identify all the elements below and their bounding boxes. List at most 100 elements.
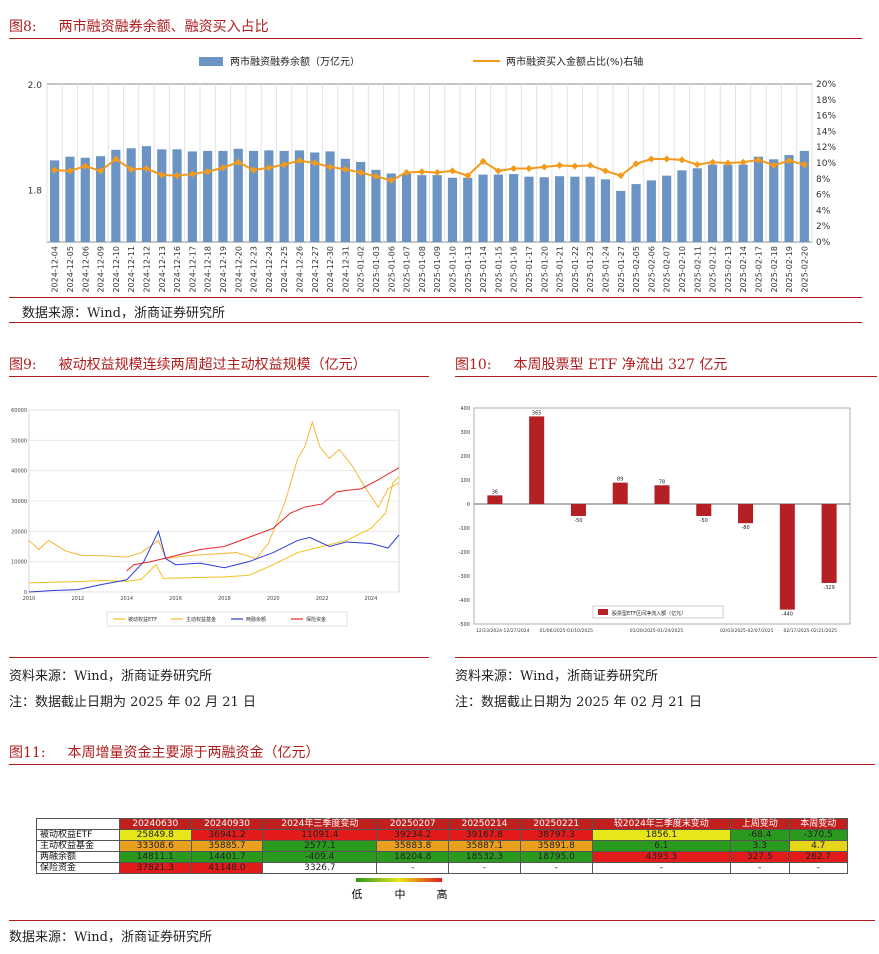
fig10-value-label: -50 — [574, 518, 582, 524]
fig9-series-line — [28, 476, 400, 584]
fig10-title: 图10: 本周股票型 ETF 净流出 327 亿元 — [455, 354, 727, 374]
fig9-y-tick-label: 20000 — [11, 529, 27, 535]
heatmap-row-label: 主动权益基金 — [36, 840, 120, 852]
heatmap-header-cell: 本周变动 — [788, 818, 849, 830]
fig8-line-point — [785, 157, 793, 165]
fig9-series-line — [126, 467, 400, 572]
fig10-value-label: 78 — [659, 479, 665, 485]
fig10-legend-label: 股票型ETF区间净流入额（亿元） — [612, 610, 686, 617]
fig8-bar — [738, 164, 748, 242]
fig8-x-tick-label: 2025-01-06 — [387, 246, 396, 293]
fig10-bar — [779, 504, 795, 610]
fig10-value-label: -440 — [782, 612, 793, 618]
fig8-line-point — [663, 155, 671, 163]
fig8-x-tick-label: 2025-01-21 — [556, 246, 565, 293]
fig8-x-tick-label: 2025-02-10 — [678, 246, 687, 293]
fig9-number: 图9: — [9, 357, 37, 373]
fig8-bar — [799, 150, 809, 242]
fig9-top-rule — [9, 376, 429, 377]
fig8-source: 数据来源：Wind，浙商证券研究所 — [22, 306, 225, 321]
fig8-bar — [325, 151, 335, 242]
heatmap-cell: 18532.3 — [448, 851, 521, 863]
heatmap-row: 保险资金 37821.3 41148.0 3326.7- - - - - - — [36, 862, 849, 874]
fig9-bottom-rule — [9, 657, 429, 658]
heatmap-header-cell: 20250214 — [448, 818, 521, 830]
fig8-bar — [371, 169, 381, 242]
fig8-line-point — [265, 164, 273, 172]
fig8-bar — [65, 156, 75, 242]
fig8-bar — [539, 177, 549, 242]
fig11-title: 图11: 本周增量资金主要源于两融资金（亿元） — [9, 742, 320, 762]
fig10-bar — [612, 482, 628, 504]
fig8-x-tick-label: 2024-12-20 — [234, 246, 243, 293]
fig8-bar — [769, 159, 779, 242]
fig8-right-tick-label: 4% — [816, 206, 831, 216]
scale-low-label: 低 — [352, 888, 363, 901]
fig8-bar — [233, 148, 243, 242]
fig8-line-point — [127, 165, 135, 173]
fig8-bar — [463, 177, 473, 242]
fig8-x-tick-label: 2025-01-22 — [571, 246, 580, 293]
fig10-value-label: 89 — [617, 477, 623, 483]
fig10-legend-swatch — [598, 609, 608, 615]
fig10-bar — [696, 504, 712, 516]
fig9-source: 资料来源：Wind，浙商证券研究所 — [9, 669, 212, 684]
fig9-x-tick-label: 2012 — [71, 596, 84, 602]
fig8-line-point — [494, 167, 502, 175]
fig8-line-point — [571, 162, 579, 170]
fig10-bar — [570, 504, 586, 516]
fig8-line-point — [158, 171, 166, 179]
fig8-bar — [80, 157, 90, 242]
fig8-bar — [386, 173, 396, 242]
fig8-line-point — [617, 172, 625, 180]
heatmap-header-cell: 上周变动 — [730, 818, 790, 830]
heatmap-cell: 6.1 — [591, 840, 732, 852]
fig8-x-tick-label: 2024-12-16 — [173, 246, 182, 293]
fig8-x-tick-label: 2024-12-24 — [265, 246, 274, 293]
fig8-line-point — [754, 156, 762, 164]
fig8-x-tick-label: 2025-01-16 — [510, 246, 519, 293]
fig8-bar — [509, 174, 519, 242]
heatmap-row-label: 保险资金 — [36, 862, 120, 874]
fig8-x-tick-label: 2024-12-27 — [311, 246, 320, 293]
fig10-value-label: -329 — [823, 585, 834, 591]
heatmap-cell: 4.7 — [788, 840, 849, 852]
legend-bar-swatch — [199, 57, 223, 66]
fig10-top-rule — [455, 376, 877, 377]
fig8-line-point — [280, 161, 288, 169]
heatmap-cell: 327.5 — [730, 851, 790, 863]
fig8-x-tick-label: 2025-01-23 — [586, 246, 595, 293]
fig8-line-point — [800, 161, 808, 169]
fig8-bar — [753, 156, 764, 242]
fig9-y-tick-label: 0 — [24, 590, 27, 596]
fig8-line-point — [678, 156, 686, 164]
fig8-line-point — [448, 167, 456, 175]
fig8-line-point — [540, 163, 548, 171]
heatmap-row: 主动权益基金 33308.6 35885.7 2577.1 35883.8 35887.1… — [36, 840, 849, 852]
fig10-note: 注：数据截止日期为 2025 年 02 月 21 日 — [455, 695, 702, 710]
fig8-line-point — [464, 172, 472, 180]
fig10-value-label: -80 — [741, 525, 749, 531]
fig9-y-tick-label: 60000 — [11, 408, 27, 414]
fig8-bar — [585, 176, 595, 242]
fig8-x-tick-label: 2025-02-13 — [724, 246, 733, 293]
fig8-x-tick-label: 2024-12-17 — [188, 246, 197, 293]
scale-high-label: 高 — [437, 887, 448, 901]
heatmap-cell: -409.4 — [262, 851, 378, 863]
fig8-x-tick-label: 2025-01-03 — [372, 246, 381, 293]
fig8-line-point — [403, 168, 411, 176]
fig9-legend-label: 保险资金 — [306, 616, 326, 623]
fig8-x-tick-label: 2024-12-06 — [81, 246, 90, 293]
fig8-bar — [646, 180, 656, 242]
fig8-bar — [310, 152, 320, 242]
fig9-x-tick-label: 2016 — [169, 596, 182, 602]
fig10-x-tick-label: 01/06/2025-01/10/2025 — [539, 628, 593, 634]
fig8-end-rule — [9, 322, 862, 323]
fig8-x-tick-label: 2025-01-14 — [479, 246, 488, 293]
fig10-value-label: -50 — [700, 518, 708, 524]
fig9-y-tick-label: 50000 — [11, 438, 27, 444]
fig8-line-point — [586, 161, 594, 169]
fig8-x-tick-label: 2024-12-23 — [250, 246, 259, 293]
fig8-bar — [692, 168, 702, 242]
fig8-bar — [677, 170, 687, 242]
